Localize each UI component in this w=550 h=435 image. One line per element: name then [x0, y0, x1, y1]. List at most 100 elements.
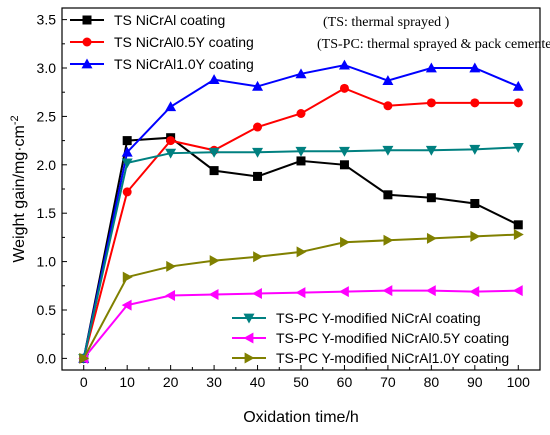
- legend-label: TS-PC Y-modified NiCrAl1.0Y coating: [276, 350, 509, 366]
- data-point: [469, 62, 481, 73]
- legend-bottom: TS-PC Y-modified NiCrAl coating TS-PC Y-m…: [232, 310, 509, 366]
- series-1: [79, 133, 523, 363]
- y-axis-title-main: Weight gain/mg·cm: [11, 125, 28, 263]
- data-point: [252, 147, 264, 158]
- data-point: [165, 101, 177, 112]
- data-point: [512, 142, 524, 153]
- data-point: [470, 230, 481, 242]
- y-tick-label: 0.5: [37, 302, 57, 318]
- legend-entry: TS-PC Y-modified NiCrAl0.5Y coating: [232, 330, 509, 346]
- y-tick-label: 3.0: [37, 60, 57, 76]
- y-tick-label: 3.5: [37, 12, 57, 28]
- legend-entry: TS-PC Y-modified NiCrAl coating: [232, 310, 481, 326]
- x-tick-label: 60: [337, 374, 353, 390]
- x-tick-label: 80: [424, 374, 440, 390]
- data-point: [513, 98, 523, 108]
- legend-swatch-marker: [82, 15, 92, 25]
- legend-label: TS NiCrAl coating: [114, 12, 225, 28]
- data-point: [208, 289, 219, 301]
- data-point: [338, 59, 350, 70]
- legend-top: TS NiCrAl coating TS NiCrAl0.5Y coating TS…: [70, 12, 254, 72]
- x-tick-label: 90: [467, 374, 483, 390]
- data-point: [208, 147, 220, 158]
- y-tick-label: 1.0: [37, 254, 57, 270]
- legend-label: TS NiCrAl0.5Y coating: [114, 34, 254, 50]
- legend-label: TS-PC Y-modified NiCrAl0.5Y coating: [276, 330, 509, 346]
- legend-swatch-marker: [82, 37, 92, 47]
- data-point: [383, 234, 394, 246]
- data-point: [383, 190, 393, 200]
- data-point: [122, 187, 132, 197]
- data-point: [426, 98, 436, 108]
- x-axis-title: Oxidation time/h: [243, 409, 359, 426]
- data-point: [426, 193, 436, 203]
- data-point: [382, 145, 394, 156]
- legend-entry: TS NiCrAl0.5Y coating: [70, 34, 254, 50]
- data-point: [209, 255, 220, 267]
- data-point: [79, 352, 90, 364]
- legend-swatch-marker: [81, 58, 93, 69]
- x-tick-label: 50: [293, 374, 309, 390]
- legend-label: TS-PC Y-modified NiCrAl coating: [276, 310, 481, 326]
- data-point: [166, 136, 176, 146]
- data-point: [382, 75, 394, 85]
- data-point: [121, 299, 132, 311]
- x-tick-label: 0: [80, 374, 88, 390]
- annotation-ts: (TS: thermal sprayed ): [323, 15, 450, 30]
- data-point: [512, 285, 523, 297]
- x-tick-label: 70: [380, 374, 396, 390]
- data-point: [470, 199, 480, 209]
- data-point: [121, 158, 133, 169]
- legend-swatch-marker: [244, 352, 255, 364]
- legend-entry: TS NiCrAl coating: [70, 12, 225, 28]
- y-tick-label: 0.0: [37, 350, 57, 366]
- data-point: [470, 98, 480, 108]
- data-point: [425, 285, 436, 297]
- legend-label: TS NiCrAl1.0Y coating: [114, 56, 254, 72]
- data-point: [253, 122, 263, 132]
- legend-entry: TS NiCrAl1.0Y coating: [70, 56, 254, 72]
- data-point: [253, 171, 263, 181]
- data-point: [295, 146, 307, 157]
- data-point: [165, 148, 177, 159]
- data-point: [295, 68, 307, 79]
- data-point: [338, 286, 349, 298]
- data-point: [426, 232, 437, 244]
- data-point: [295, 287, 306, 299]
- data-point: [208, 74, 220, 85]
- data-point: [382, 285, 393, 297]
- data-point: [252, 288, 262, 300]
- data-point: [253, 251, 264, 263]
- legend-entry: TS-PC Y-modified NiCrAl1.0Y coating: [232, 350, 509, 366]
- x-tick-label: 40: [250, 374, 266, 390]
- data-point: [513, 220, 523, 230]
- data-point: [383, 101, 393, 111]
- data-point: [252, 80, 264, 91]
- series-layer: [78, 59, 524, 364]
- data-point: [425, 62, 437, 73]
- data-point: [339, 160, 349, 170]
- data-point: [340, 236, 350, 248]
- y-axis-title: Weight gain/mg·cm-2: [9, 115, 28, 262]
- data-point: [296, 246, 307, 258]
- data-point: [121, 146, 133, 157]
- data-point: [512, 80, 524, 91]
- series-5: [78, 285, 523, 364]
- data-point: [339, 83, 349, 93]
- y-tick-label: 2.5: [37, 108, 57, 124]
- x-tick-label: 20: [163, 374, 179, 390]
- data-point: [513, 228, 524, 240]
- data-point: [469, 144, 481, 155]
- data-point: [122, 271, 133, 283]
- data-point: [166, 260, 177, 272]
- data-point: [338, 146, 350, 157]
- axis-ticks: 0 10 20 30 40 50 60 70 80 90 100 0.0 0.5 1.0 1.5 2.0 2.5…: [37, 12, 531, 390]
- y-tick-label: 2.0: [37, 157, 57, 173]
- data-point: [469, 286, 480, 298]
- x-tick-label: 10: [119, 374, 135, 390]
- x-tick-label: 100: [507, 374, 531, 390]
- data-point: [209, 166, 219, 176]
- data-point: [122, 136, 132, 146]
- legend-swatch-marker: [243, 332, 254, 344]
